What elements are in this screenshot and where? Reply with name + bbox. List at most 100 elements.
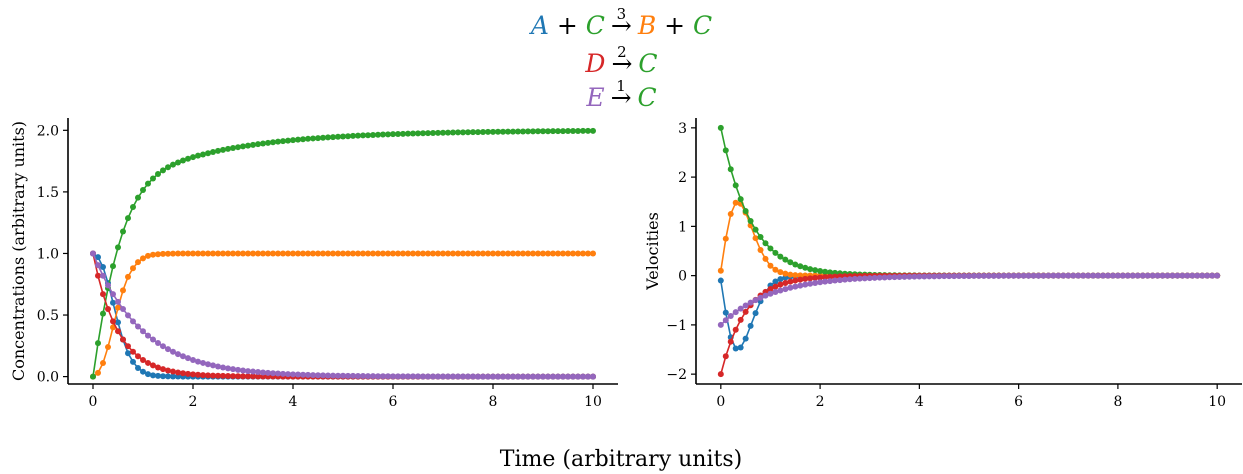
data-point-E [732,309,739,316]
series-A [90,250,596,380]
data-point-C [590,127,596,134]
data-point-A [170,373,176,380]
data-point-E [742,302,749,309]
data-point-E [961,272,968,279]
data-point-E [195,358,201,365]
data-point-B [400,250,406,257]
data-point-E [747,299,754,306]
data-point-E [737,305,744,312]
data-point-E [580,373,586,380]
data-point-B [395,250,401,257]
data-point-C [565,128,571,135]
data-point-E [891,274,898,281]
x-tick-label: 10 [584,394,602,410]
data-point-C [305,135,311,142]
data-point-E [505,373,511,380]
data-point-C [115,244,121,251]
data-point-B [792,272,799,279]
data-point-C [120,228,126,235]
data-point-E [886,274,893,281]
concentrations-panel: 0 2 4 6 8 10 0.0 0.5 1.0 1.5 2.0 Concentrations (ar… [9,118,618,410]
data-point-B [155,251,161,258]
data-point-B [762,255,769,262]
data-point-D [105,306,111,312]
data-point-E [1129,272,1136,279]
data-point-E [1204,272,1211,279]
data-point-E [1104,272,1111,279]
data-point-C [812,267,819,274]
data-point-E [390,373,396,380]
data-point-E [425,373,431,380]
reaction-arrow: 1 → [611,77,632,112]
data-point-B [385,250,391,257]
data-point-C [155,171,161,178]
data-point-B [390,250,396,257]
data-point-E [415,373,421,380]
data-point-E [831,277,838,284]
data-point-D [155,364,161,371]
data-point-E [490,373,496,380]
data-point-B [340,250,346,257]
data-point-E [797,282,804,289]
data-point-D [812,274,819,281]
data-point-D [100,291,106,298]
y-tick-label: 1.5 [37,185,59,201]
data-point-E [851,275,858,282]
data-point-D [737,316,744,323]
data-point-C [325,134,331,141]
data-point-E [420,373,426,380]
data-point-C [817,268,824,274]
data-point-D [185,370,191,377]
data-point-E [1184,272,1191,279]
data-point-D [255,373,261,380]
data-point-B [767,262,774,269]
data-point-E [205,361,211,368]
data-point-E [410,373,416,380]
data-point-B [315,250,321,257]
data-point-B [200,250,206,257]
data-point-E [931,273,938,280]
data-point-E [165,346,171,353]
data-point-E [160,343,166,350]
data-point-A [150,372,156,379]
species-E-reactant: E [586,83,605,112]
data-point-B [270,250,276,257]
data-point-C [185,155,191,162]
data-point-C [767,245,774,252]
data-point-B [185,250,191,257]
data-point-B [505,250,511,257]
species-C-reactant: C [585,11,605,40]
data-point-E [1174,272,1181,279]
species-C-product: C [638,49,658,78]
rate-constant: 2 [617,43,627,61]
plus-sign: + [656,11,694,40]
rate-constant: 3 [616,5,627,23]
data-point-E [540,373,546,380]
data-point-C [135,194,141,201]
x-tick-label: 8 [489,394,498,410]
data-point-D [165,367,171,374]
data-point-E [385,373,391,380]
data-point-C [430,130,436,137]
data-point-B [335,250,341,257]
data-point-C [130,204,136,211]
data-point-B [560,250,566,257]
data-point-A [737,344,744,351]
data-point-E [550,373,556,380]
data-point-E [1169,272,1176,279]
data-point-C [732,182,739,189]
data-point-E [722,317,729,324]
data-point-C [170,161,176,168]
data-point-E [901,273,908,280]
data-point-B [345,250,351,257]
data-point-D [230,373,236,380]
data-point-E [727,312,734,319]
data-point-B [515,250,521,257]
data-point-A [110,299,116,306]
data-point-C [802,264,809,271]
data-point-E [530,373,536,380]
data-point-E [320,372,326,379]
data-point-B [732,199,739,206]
data-point-B [752,235,759,242]
series-E [90,250,596,380]
